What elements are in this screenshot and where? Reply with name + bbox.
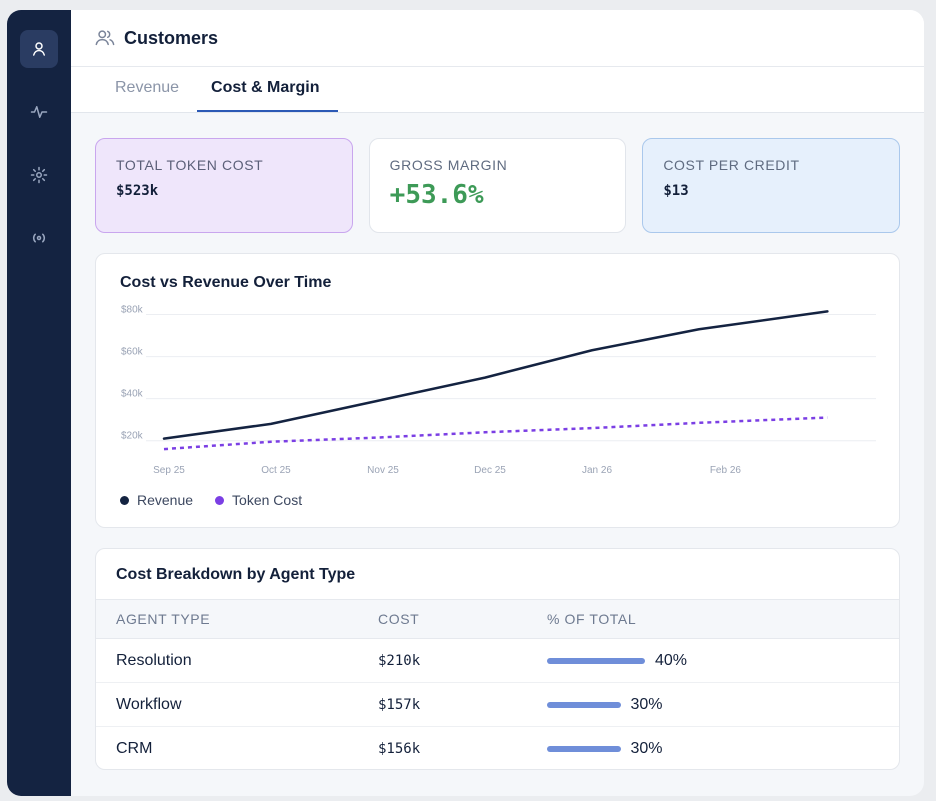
user-icon [33, 42, 45, 56]
main-area: Customers Revenue Cost & Margin TOTAL TO… [71, 10, 924, 796]
pct-cell: 30% [547, 696, 899, 714]
activity-icon [30, 106, 48, 118]
card-label: TOTAL TOKEN COST [116, 157, 264, 173]
cost-per-credit-card: COST PER CREDIT $13 [642, 138, 901, 233]
cost-cell: $156k [378, 741, 421, 757]
x-tick-label: Oct 25 [261, 465, 291, 476]
card-label: GROSS MARGIN [389, 157, 508, 173]
legend-item[interactable]: Token Cost [215, 492, 302, 508]
legend-label: Revenue [137, 492, 194, 508]
total-token-cost-card: TOTAL TOKEN COST $523k [95, 138, 353, 233]
pct-bar [547, 746, 621, 752]
cost-breakdown-table: Cost Breakdown by Agent Type AGENT TYPE … [95, 548, 900, 770]
sidebar-item-broadcast[interactable] [20, 219, 58, 257]
pct-bar [547, 701, 621, 708]
summary-cards: TOTAL TOKEN COST $523k GROSS MARGIN +53.… [95, 138, 901, 233]
table-body: Resolution $210k 40% Workflow $157k 30% CRM $15… [96, 639, 899, 771]
broadcast-icon [32, 233, 46, 243]
header-agent-type: AGENT TYPE [116, 611, 211, 627]
y-tick-label: $20k [121, 431, 144, 442]
y-tick-label: $60k [121, 347, 144, 358]
tab-bar: Revenue Cost & Margin [71, 67, 924, 113]
x-tick-label: Feb 26 [710, 465, 742, 476]
tab-revenue[interactable]: Revenue [115, 79, 180, 96]
users-icon [95, 30, 115, 46]
app-window: Customers Revenue Cost & Margin TOTAL TO… [7, 10, 924, 796]
pct-bar [547, 657, 645, 664]
x-tick-label: Sep 25 [153, 465, 185, 476]
chart-legend: Revenue Token Cost [120, 492, 302, 508]
cost-cell: $210k [378, 652, 421, 669]
legend-item[interactable]: Revenue [120, 492, 193, 508]
pct-label: 40% [655, 651, 688, 669]
legend-label: Token Cost [232, 492, 303, 508]
chart-title: Cost vs Revenue Over Time [120, 274, 332, 291]
sidebar-item-customers[interactable] [20, 30, 58, 68]
page-header: Customers [71, 10, 924, 67]
card-value: +53.6% [389, 180, 484, 210]
table-row[interactable]: Workflow $157k 30% [96, 683, 899, 727]
chart-plot: $20k $40k $60k $80k Sep 25 Oct 25 Nov 25 Dec 25… [121, 305, 876, 476]
x-tick-label: Jan 26 [582, 465, 612, 476]
agent-type-cell: Resolution [116, 651, 192, 669]
pct-cell: 40% [547, 652, 899, 670]
cost-cell: $157k [378, 696, 421, 713]
table-title: Cost Breakdown by Agent Type [116, 566, 356, 583]
gross-margin-card: GROSS MARGIN +53.6% [368, 138, 627, 233]
agent-type-cell: CRM [116, 740, 153, 757]
card-label: COST PER CREDIT [663, 157, 800, 173]
cost-vs-revenue-chart: Cost vs Revenue Over Time $20k $40k $60k $8… [95, 253, 900, 528]
gear-icon [30, 166, 48, 184]
table-row[interactable]: CRM $156k 30% [96, 727, 899, 771]
page-title: Customers [124, 27, 219, 48]
sidebar [7, 10, 71, 796]
table-row[interactable]: Resolution $210k 40% [96, 639, 899, 683]
pct-label: 30% [630, 695, 663, 713]
sidebar-item-activity[interactable] [20, 93, 58, 131]
agent-type-cell: Workflow [116, 695, 182, 713]
series-line-token-cost [163, 416, 828, 451]
content: TOTAL TOKEN COST $523k GROSS MARGIN +53.… [71, 113, 924, 770]
y-tick-label: $80k [121, 305, 144, 316]
pct-label: 30% [630, 740, 663, 757]
pct-cell: 30% [547, 740, 899, 758]
x-tick-label: Dec 25 [474, 465, 506, 476]
legend-dot [120, 495, 129, 505]
tab-cost-margin[interactable]: Cost & Margin [197, 79, 338, 112]
table-header: AGENT TYPE COST % OF TOTAL [96, 599, 899, 639]
header-pct: % OF TOTAL [547, 611, 637, 627]
series-line-revenue [162, 310, 829, 440]
sidebar-item-settings[interactable] [20, 156, 58, 194]
card-value: $523k [116, 183, 159, 199]
x-tick-label: Nov 25 [367, 465, 399, 476]
y-tick-label: $40k [121, 389, 144, 400]
legend-dot [215, 495, 225, 505]
header-cost: COST [378, 611, 420, 627]
card-value: $13 [663, 183, 689, 199]
